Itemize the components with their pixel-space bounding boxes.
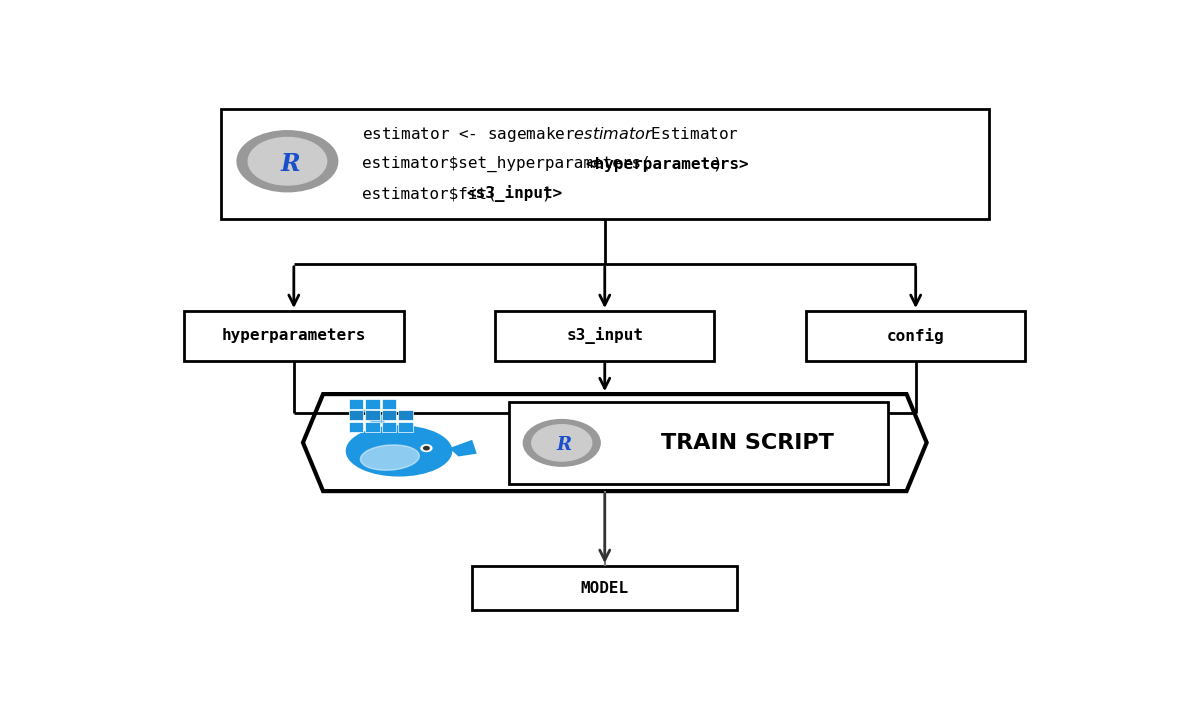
Bar bbox=[349, 421, 363, 431]
Circle shape bbox=[248, 138, 327, 185]
Bar bbox=[509, 402, 889, 484]
Bar bbox=[472, 566, 738, 611]
Text: estimator$set_hyperparameters(: estimator$set_hyperparameters( bbox=[362, 156, 651, 172]
Text: R: R bbox=[280, 152, 300, 176]
Circle shape bbox=[424, 446, 430, 450]
Text: estimator$fit(: estimator$fit( bbox=[362, 186, 497, 202]
Circle shape bbox=[237, 131, 337, 192]
Bar bbox=[806, 311, 1025, 361]
Text: <s3_input>: <s3_input> bbox=[466, 186, 563, 202]
Ellipse shape bbox=[347, 426, 452, 476]
Text: config: config bbox=[887, 328, 944, 344]
Bar bbox=[365, 410, 380, 420]
Circle shape bbox=[532, 425, 591, 461]
Text: estimator <- sagemaker$estimator$Estimator: estimator <- sagemaker$estimator$Estimat… bbox=[362, 125, 740, 143]
Circle shape bbox=[524, 420, 601, 466]
Bar bbox=[184, 311, 404, 361]
Text: hyperparameters: hyperparameters bbox=[222, 328, 366, 343]
Text: s3_input: s3_input bbox=[566, 328, 643, 344]
Text: <hyperparameters>: <hyperparameters> bbox=[585, 156, 749, 171]
Bar bbox=[496, 311, 715, 361]
Text: ): ) bbox=[712, 156, 722, 171]
Bar bbox=[349, 410, 363, 420]
Bar bbox=[398, 410, 413, 420]
Text: R: R bbox=[556, 436, 571, 454]
Bar bbox=[381, 400, 396, 410]
Ellipse shape bbox=[360, 445, 419, 470]
Bar bbox=[365, 400, 380, 410]
Bar bbox=[221, 109, 989, 220]
Bar bbox=[381, 410, 396, 420]
Bar bbox=[349, 400, 363, 410]
Circle shape bbox=[421, 445, 432, 451]
Text: ): ) bbox=[540, 186, 551, 202]
Bar bbox=[381, 421, 396, 431]
Bar bbox=[398, 421, 413, 431]
Polygon shape bbox=[362, 410, 385, 423]
Polygon shape bbox=[303, 394, 926, 491]
Text: TRAIN SCRIPT: TRAIN SCRIPT bbox=[661, 433, 834, 453]
Bar bbox=[365, 421, 380, 431]
Text: MODEL: MODEL bbox=[581, 580, 629, 595]
Polygon shape bbox=[450, 440, 477, 456]
